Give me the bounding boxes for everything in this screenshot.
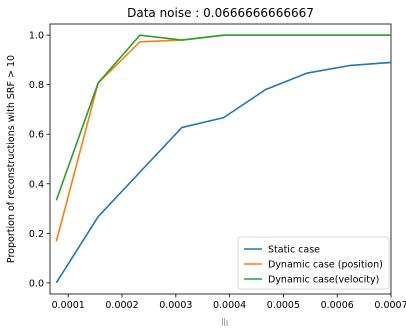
legend-box	[237, 236, 390, 290]
x-tick-label: 0.0006	[321, 300, 354, 311]
y-tick-label: 0.0	[29, 278, 44, 289]
legend-label: Dynamic case (position)	[268, 260, 383, 271]
series-line-0	[55, 61, 392, 284]
x-tick-label: 0.0005	[267, 300, 300, 311]
series-line-2	[55, 34, 391, 201]
y-axis-label: Proportion of reconstructions with SRF >…	[6, 55, 17, 263]
x-axis-glyph	[222, 318, 228, 326]
chart-title: Data noise : 0.0666666666667	[127, 6, 314, 20]
legend-label: Static case	[268, 245, 320, 256]
x-tick-label: 0.0003	[159, 300, 192, 311]
y-tick-label: 0.6	[29, 130, 44, 141]
y-tick-label: 0.8	[29, 80, 44, 91]
y-tick-label: 1.0	[29, 31, 44, 42]
series-line-1	[55, 34, 391, 242]
x-tick-label: 0.0001	[52, 300, 85, 311]
x-tick-label: 0.0004	[213, 300, 246, 311]
y-tick-label: 0.2	[29, 229, 44, 240]
legend: Static case Dynamic case (position) Dynami…	[237, 236, 390, 290]
legend-label: Dynamic case(velocity)	[268, 275, 379, 286]
plot-frame	[49, 23, 392, 295]
y-tick-label: 0.4	[29, 179, 44, 190]
x-tick-label: 0.0007	[374, 300, 406, 311]
x-tick-label: 0.0002	[105, 300, 138, 311]
plot-area: 0.0001 0.0002 0.0003 0.0004 0.0005 0.0006 0.00…	[29, 23, 406, 311]
